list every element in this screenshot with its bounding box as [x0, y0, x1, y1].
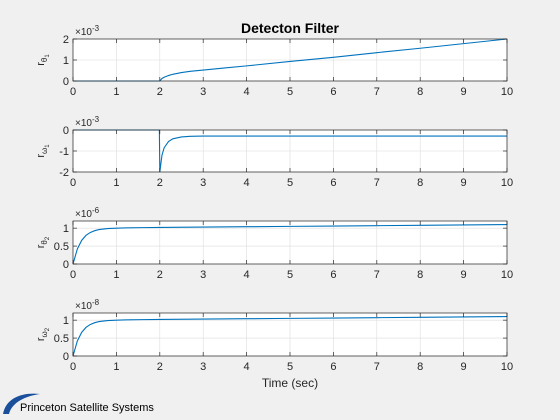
x-tick-label: 4	[244, 86, 250, 98]
x-tick-label: 6	[330, 177, 336, 189]
x-tick-label: 10	[501, 269, 513, 281]
x-tick-label: 0	[70, 361, 76, 373]
x-tick-label: 6	[330, 269, 336, 281]
x-tick-label: 4	[244, 269, 250, 281]
x-tick-label: 8	[417, 269, 423, 281]
x-tick-label: 8	[417, 361, 423, 373]
x-tick-label: 3	[200, 269, 206, 281]
x-tick-label: 3	[200, 177, 206, 189]
x-tick-label: 5	[287, 86, 293, 98]
logo-swoosh-icon	[3, 393, 40, 414]
x-tick-label: 9	[461, 361, 467, 373]
y-tick-label: 0	[63, 76, 69, 88]
y-tick-label: 0	[63, 259, 69, 271]
x-tick-label: 4	[244, 361, 250, 373]
y-axis-label: rθ2	[35, 236, 51, 248]
x-tick-label: 9	[461, 269, 467, 281]
y-axis-exponent: ×10-8	[75, 298, 100, 312]
series-line-r_omega2	[72, 316, 508, 357]
x-tick-label: 3	[200, 86, 206, 98]
x-tick-label: 10	[501, 361, 513, 373]
y-axis-label: rω1	[35, 144, 51, 158]
y-tick-label: 0	[63, 351, 69, 363]
x-tick-label: 7	[374, 361, 380, 373]
y-tick-label: 0.5	[54, 333, 69, 345]
logo-text: Princeton Satellite Systems	[20, 402, 154, 414]
x-tick-label: 0	[70, 269, 76, 281]
x-axis-label: Time (sec)	[262, 376, 318, 390]
x-tick-label: 7	[374, 269, 380, 281]
x-tick-label: 2	[157, 361, 163, 373]
x-tick-label: 0	[70, 86, 76, 98]
x-tick-label: 1	[113, 86, 119, 98]
x-tick-label: 5	[287, 361, 293, 373]
x-tick-label: 2	[157, 269, 163, 281]
x-tick-label: 10	[501, 86, 513, 98]
x-tick-label: 5	[287, 269, 293, 281]
company-logo: Princeton Satellite Systems	[3, 393, 154, 414]
y-tick-label: 1	[63, 315, 69, 327]
x-tick-label: 2	[157, 86, 163, 98]
y-axis-label: rθ1	[35, 54, 51, 66]
y-axis-exponent: ×10-6	[75, 206, 100, 220]
x-tick-label: 1	[113, 269, 119, 281]
x-tick-label: 6	[330, 361, 336, 373]
x-tick-label: 5	[287, 177, 293, 189]
subplot-r_theta1: 0 1 2 3 4 5 6 7 8 9 10 0 1 2 ×10-3 rθ1	[35, 24, 513, 98]
x-tick-label: 7	[374, 86, 380, 98]
y-axis-label: rω2	[35, 327, 51, 341]
x-tick-label: 7	[374, 177, 380, 189]
y-tick-label: 1	[63, 55, 69, 67]
subplot-r_omega2: 0 1 2 3 4 5 6 7 8 9 10 0 0.5 1 ×10-8 rω2	[35, 298, 513, 373]
y-tick-label: 0	[63, 125, 69, 137]
x-tick-label: 6	[330, 86, 336, 98]
series-line-r_omega1	[73, 129, 507, 173]
y-tick-label: -1	[59, 146, 69, 158]
y-tick-label: 1	[63, 223, 69, 235]
y-axis-exponent: ×10-3	[75, 24, 100, 38]
x-tick-label: 1	[113, 177, 119, 189]
figure-title: Detecton Filter	[241, 20, 340, 36]
series-line-r_theta1	[73, 38, 508, 82]
y-tick-label: 0.5	[54, 241, 69, 253]
x-tick-label: 4	[244, 177, 250, 189]
x-tick-label: 9	[461, 86, 467, 98]
x-tick-label: 10	[501, 177, 513, 189]
subplot-r_theta2: 0 1 2 3 4 5 6 7 8 9 10 0 0.5 1 ×10-6 rθ2	[35, 206, 513, 281]
series-line-r_theta2	[72, 224, 508, 265]
x-tick-label: 2	[157, 177, 163, 189]
x-tick-label: 3	[200, 361, 206, 373]
x-tick-label: 0	[70, 177, 76, 189]
x-tick-label: 8	[417, 177, 423, 189]
subplot-r_omega1: 0 1 2 3 4 5 6 7 8 9 10 -2 -1 0 ×10-3 rω1	[35, 115, 513, 189]
x-tick-label: 1	[113, 361, 119, 373]
y-tick-label: -2	[59, 167, 69, 179]
x-tick-label: 9	[461, 177, 467, 189]
x-tick-label: 8	[417, 86, 423, 98]
y-tick-label: 2	[63, 34, 69, 46]
y-axis-exponent: ×10-3	[75, 115, 100, 129]
